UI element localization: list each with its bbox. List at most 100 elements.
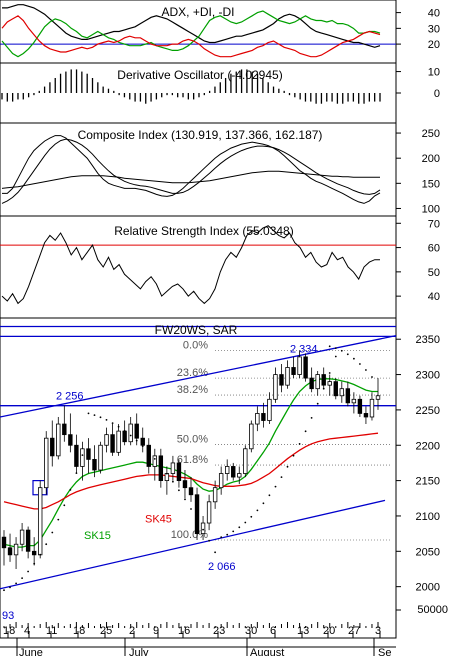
candle-down <box>110 434 115 453</box>
sar-dot <box>69 489 72 491</box>
sar-dot <box>3 589 5 592</box>
candle-up <box>351 398 357 404</box>
candle-down <box>188 487 194 496</box>
sar-dot <box>346 353 349 356</box>
x-month-label: August <box>250 647 284 656</box>
sar-dot <box>208 539 211 542</box>
candle-down <box>309 377 314 390</box>
sar-dot <box>353 357 355 360</box>
sar-dot <box>202 528 205 531</box>
sar-dot <box>196 518 198 520</box>
high-annotation: 2 334 <box>290 344 318 356</box>
sar-dot <box>135 439 138 442</box>
candle-up <box>327 381 332 386</box>
candle-down <box>279 374 284 386</box>
candle-up <box>13 543 19 556</box>
rsi-title: Relative Strength Index (55.0348) <box>114 224 293 238</box>
candle-down <box>134 423 139 439</box>
x-month-label: July <box>129 647 149 656</box>
sar-dot <box>159 465 162 467</box>
adx-tick-label: 20 <box>428 39 440 51</box>
composite-slow-ma-line <box>1 170 380 189</box>
x-day-label: 11 <box>46 625 57 637</box>
sar-dot <box>238 526 241 529</box>
x-day-label: 16 <box>178 625 190 637</box>
sar-dot <box>87 412 90 415</box>
x-day-label: 20 <box>323 625 335 637</box>
composite-tick-label: 150 <box>422 178 440 190</box>
minus-di-line <box>1 15 381 58</box>
sar-dot <box>190 508 192 510</box>
candle-down <box>50 437 55 457</box>
candle-up <box>243 448 248 474</box>
rsi-line <box>1 225 380 305</box>
candle-down <box>86 448 91 460</box>
candle-up <box>104 434 109 446</box>
sar-dot <box>256 509 259 512</box>
sar-dot <box>147 451 150 454</box>
candle-up <box>273 374 278 400</box>
sar-dot <box>262 502 265 505</box>
sar-dot <box>166 472 168 475</box>
x-day-label: 4 <box>24 625 30 637</box>
price-title: FW20WS, SAR <box>155 323 238 337</box>
x-day-label: 18 <box>73 625 85 637</box>
fibonacci-label: 61.8% <box>177 454 208 466</box>
sar-dot <box>292 454 295 457</box>
candle-up <box>152 455 158 467</box>
sar-dot <box>232 530 235 533</box>
sar-dot <box>141 445 144 448</box>
sar-dot <box>63 504 66 507</box>
sar-dot <box>9 586 11 589</box>
sar-dot <box>316 402 319 405</box>
candle-down <box>182 480 188 489</box>
adx-tick-label: 40 <box>428 8 440 20</box>
candle-down <box>25 529 31 552</box>
sar-dot <box>244 521 247 524</box>
sar-dot <box>328 372 331 374</box>
candle-up <box>116 430 121 453</box>
x-day-label: 6 <box>270 625 276 637</box>
sar-dot <box>178 489 180 492</box>
price-tick-label: 2150 <box>416 476 440 488</box>
sar-dot <box>15 582 17 585</box>
candle-up <box>200 522 206 535</box>
x-day-label: 30 <box>245 625 257 637</box>
adx-panel: 40 30 20 <box>0 4 440 58</box>
candle-up <box>164 473 170 482</box>
fibonacci-label: 0.0% <box>183 340 208 352</box>
plus-di-line <box>1 10 381 58</box>
candle-up <box>19 529 25 545</box>
derivative-tick-label: 0 <box>434 88 440 100</box>
candle-up <box>267 398 272 421</box>
candle-down <box>357 398 363 414</box>
resistance-annotation: 2 256 <box>56 391 84 403</box>
candle-down <box>92 458 97 471</box>
candle-up <box>98 444 103 471</box>
sar-dot <box>268 494 271 497</box>
candle-down <box>62 423 67 436</box>
composite-index-line <box>2 135 381 204</box>
sar-dot <box>99 416 102 419</box>
rsi-panel: 70 60 50 40 <box>0 218 440 305</box>
sar-dot <box>340 349 343 352</box>
sar-dot <box>45 543 48 546</box>
candle-down <box>31 550 37 556</box>
candle-down <box>122 430 127 443</box>
sar-dot <box>328 345 331 348</box>
derivative-oscillator-panel: 10 0 <box>1 67 440 104</box>
x-day-label: 9 <box>153 625 159 637</box>
sar-dot <box>21 577 23 579</box>
sar-dot <box>105 419 108 421</box>
candle-down <box>333 381 338 397</box>
x-day-label: 13 <box>297 625 309 637</box>
composite-tick-label: 250 <box>422 128 440 140</box>
candle-up <box>375 395 381 400</box>
sar-dot <box>371 376 373 378</box>
sar-dot <box>39 553 42 556</box>
candle-up <box>37 487 43 556</box>
candle-down <box>363 413 369 418</box>
sar-dot <box>75 472 78 474</box>
